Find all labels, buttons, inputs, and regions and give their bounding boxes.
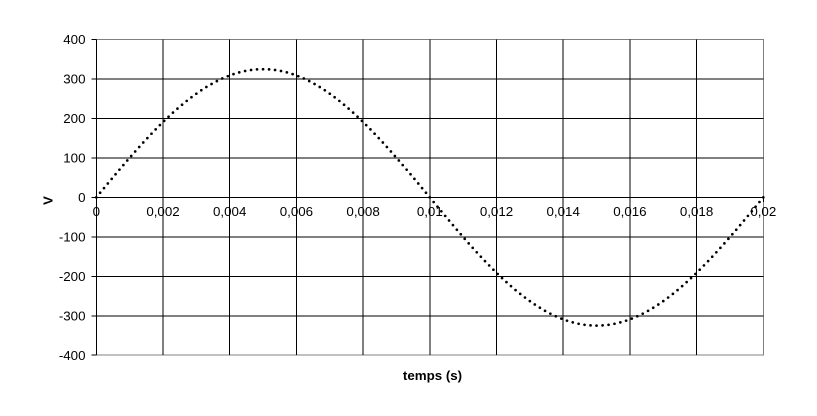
svg-text:300: 300 [63,72,85,87]
svg-text:400: 400 [63,32,85,47]
svg-text:V: V [41,196,56,205]
svg-text:0,002: 0,002 [146,204,179,219]
svg-text:-200: -200 [59,269,86,284]
svg-text:temps (s): temps (s) [403,368,462,383]
svg-text:0,008: 0,008 [346,204,379,219]
svg-text:100: 100 [63,151,85,166]
svg-text:-300: -300 [59,308,86,323]
svg-text:0,016: 0,016 [613,204,646,219]
svg-text:0: 0 [93,204,100,219]
svg-text:0,02: 0,02 [750,204,776,219]
svg-text:-400: -400 [59,348,86,363]
svg-text:0,01: 0,01 [417,204,443,219]
svg-text:0,004: 0,004 [213,204,247,219]
svg-text:-100: -100 [59,229,86,244]
svg-text:0,012: 0,012 [480,204,513,219]
svg-text:200: 200 [63,111,85,126]
svg-text:0,006: 0,006 [280,204,313,219]
svg-text:0: 0 [78,190,85,205]
svg-text:0,018: 0,018 [680,204,713,219]
svg-text:0,014: 0,014 [547,204,581,219]
